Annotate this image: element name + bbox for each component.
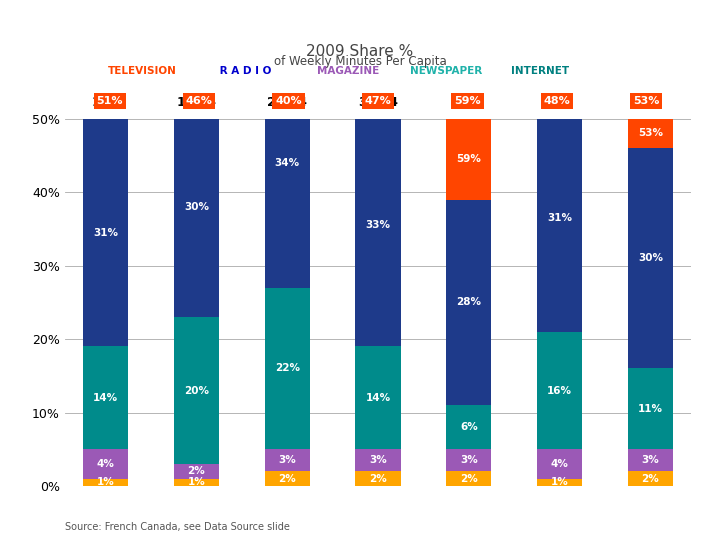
Bar	[174, 317, 219, 464]
Bar	[446, 200, 492, 405]
Bar	[628, 119, 673, 486]
Text: 53%: 53%	[634, 96, 660, 106]
Bar	[537, 449, 582, 478]
Text: 11%: 11%	[638, 404, 663, 414]
Bar	[174, 0, 219, 97]
Text: 3%: 3%	[279, 455, 296, 465]
Bar	[83, 478, 128, 486]
Bar	[174, 478, 219, 486]
Text: 3%: 3%	[369, 455, 387, 465]
Bar	[446, 471, 492, 486]
Bar	[264, 38, 310, 288]
Text: INTERNET: INTERNET	[511, 66, 570, 76]
Text: MAGAZINE: MAGAZINE	[317, 66, 379, 76]
Bar	[174, 464, 219, 478]
Bar	[355, 104, 401, 347]
Text: 2009 Share %: 2009 Share %	[307, 44, 413, 59]
Bar	[83, 119, 128, 486]
Text: 40%: 40%	[275, 96, 302, 106]
Text: 30%: 30%	[184, 202, 209, 212]
Text: 1%: 1%	[551, 477, 569, 487]
Bar	[83, 119, 128, 347]
Text: 1%: 1%	[96, 477, 114, 487]
Text: 59%: 59%	[456, 154, 481, 164]
Bar	[355, 119, 401, 486]
Bar	[537, 104, 582, 332]
Bar	[628, 471, 673, 486]
Text: 2%: 2%	[187, 467, 205, 476]
Text: 4%: 4%	[551, 459, 569, 469]
Text: 59%: 59%	[454, 96, 481, 106]
Text: 2%: 2%	[369, 474, 387, 484]
Text: 31%: 31%	[93, 228, 118, 238]
Text: 14%: 14%	[366, 393, 390, 403]
Bar	[446, 405, 492, 449]
Text: 1%: 1%	[187, 477, 205, 487]
Bar	[174, 119, 219, 486]
Bar	[537, 332, 582, 449]
Bar	[264, 471, 310, 486]
Bar	[628, 449, 673, 471]
Text: 34%: 34%	[274, 158, 300, 168]
Text: 2%: 2%	[460, 474, 477, 484]
Text: TELEVISION: TELEVISION	[108, 66, 177, 76]
Text: 53%: 53%	[638, 129, 663, 138]
Bar	[264, 288, 310, 449]
Text: R A D I O: R A D I O	[216, 66, 275, 76]
Bar	[264, 0, 310, 38]
Text: Source: French Canada, see Data Source slide: Source: French Canada, see Data Source s…	[65, 522, 289, 532]
Text: 3%: 3%	[642, 455, 660, 465]
Bar	[174, 97, 219, 317]
Text: NEWSPAPER: NEWSPAPER	[410, 66, 482, 76]
Text: 28%: 28%	[456, 298, 481, 307]
Bar	[446, 449, 492, 471]
Bar	[446, 0, 492, 200]
Text: 33%: 33%	[366, 220, 390, 230]
Text: 22%: 22%	[275, 363, 300, 374]
Bar	[264, 449, 310, 471]
Bar	[83, 0, 128, 119]
Text: 3%: 3%	[460, 455, 477, 465]
Bar	[83, 449, 128, 478]
Bar	[537, 0, 582, 104]
Text: 31%: 31%	[547, 213, 572, 223]
Text: 46%: 46%	[186, 96, 212, 106]
Text: of Weekly Minutes Per Capita: of Weekly Minutes Per Capita	[274, 55, 446, 68]
Text: Internet Has A Moderate Male Skew.: Internet Has A Moderate Male Skew.	[11, 20, 441, 40]
Bar	[355, 449, 401, 471]
Bar	[537, 478, 582, 486]
Text: 51%: 51%	[96, 96, 123, 106]
Bar	[264, 119, 310, 486]
Bar	[446, 119, 492, 486]
Bar	[628, 368, 673, 449]
Text: 2%: 2%	[279, 474, 296, 484]
Bar	[355, 347, 401, 449]
Text: 14%: 14%	[93, 393, 118, 403]
Text: 48%: 48%	[544, 96, 570, 106]
Bar	[537, 119, 582, 486]
Bar	[355, 471, 401, 486]
Text: 47%: 47%	[364, 96, 392, 106]
Text: 6%: 6%	[460, 422, 477, 432]
Text: 30%: 30%	[638, 253, 663, 264]
Bar	[83, 347, 128, 449]
Bar	[628, 148, 673, 368]
Text: 16%: 16%	[547, 386, 572, 395]
Bar	[355, 0, 401, 104]
Text: 4%: 4%	[96, 459, 114, 469]
Text: 2%: 2%	[642, 474, 660, 484]
Text: 20%: 20%	[184, 386, 209, 395]
Bar	[628, 0, 673, 148]
